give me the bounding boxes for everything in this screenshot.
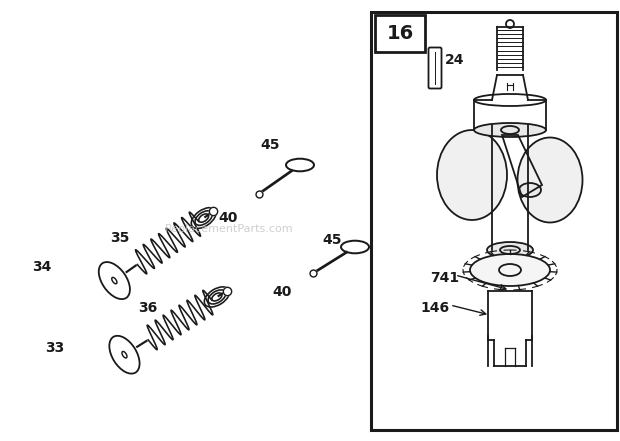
Text: 33: 33 bbox=[45, 341, 64, 355]
Text: ReplacementParts.com: ReplacementParts.com bbox=[165, 224, 294, 234]
Text: 16: 16 bbox=[386, 24, 414, 43]
Text: 35: 35 bbox=[110, 231, 130, 245]
Ellipse shape bbox=[470, 254, 550, 286]
Text: 24: 24 bbox=[445, 53, 465, 67]
Ellipse shape bbox=[109, 336, 140, 374]
Text: 741: 741 bbox=[430, 271, 459, 285]
Ellipse shape bbox=[112, 277, 117, 284]
FancyBboxPatch shape bbox=[428, 48, 441, 89]
Ellipse shape bbox=[519, 183, 541, 197]
Text: 146: 146 bbox=[420, 301, 450, 315]
Ellipse shape bbox=[341, 241, 369, 253]
Bar bbox=[371, 12, 617, 430]
Ellipse shape bbox=[99, 262, 130, 299]
Ellipse shape bbox=[487, 242, 533, 258]
Text: 45: 45 bbox=[322, 233, 342, 247]
Bar bbox=[375, 15, 425, 52]
Text: 36: 36 bbox=[138, 301, 157, 315]
Ellipse shape bbox=[122, 351, 127, 358]
Ellipse shape bbox=[501, 126, 519, 134]
Ellipse shape bbox=[286, 159, 314, 171]
Text: 34: 34 bbox=[32, 260, 51, 274]
Text: 45: 45 bbox=[260, 138, 280, 152]
Ellipse shape bbox=[437, 130, 507, 220]
Text: 40: 40 bbox=[218, 211, 237, 225]
Ellipse shape bbox=[518, 138, 583, 223]
Ellipse shape bbox=[474, 123, 546, 137]
Text: 40: 40 bbox=[272, 285, 291, 299]
